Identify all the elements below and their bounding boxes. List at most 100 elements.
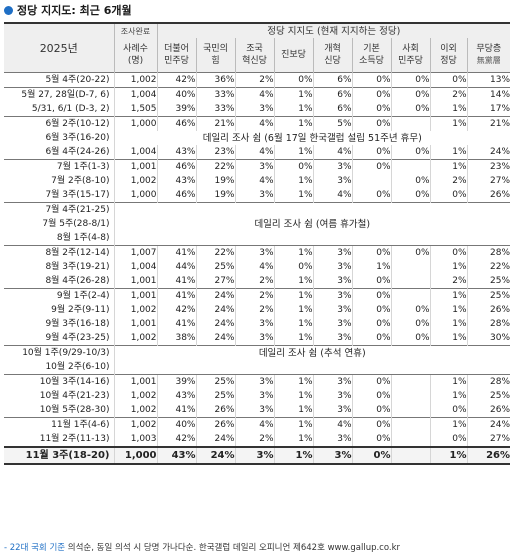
row-value	[390, 446, 430, 465]
table-row: 6월 2주(10-12) 1,000 46% 21% 4% 1% 5% 0% 1% 21%	[4, 116, 511, 131]
row-value	[390, 389, 430, 403]
row-value: 41%	[156, 288, 196, 303]
row-value: 0%	[390, 145, 430, 160]
row-value: 3%	[312, 389, 352, 403]
row-value: 0%	[429, 245, 467, 260]
row-value: 3%	[234, 374, 274, 389]
row-value: 28%	[466, 317, 511, 331]
row-value: 40%	[156, 417, 196, 432]
row-period: 6월 3주(16-20)	[45, 132, 110, 143]
header-party: 국민의 힘	[195, 38, 235, 73]
row-value	[351, 174, 391, 188]
row-value: 3%	[234, 331, 274, 346]
row-value: 21%	[195, 116, 235, 131]
row-period: 10월 5주(28-30)	[39, 404, 110, 415]
row-value: 0%	[390, 245, 430, 260]
table-row: 9월 2주(9-11) 1,002 42% 24% 2% 1% 3% 0% 0% 1% 26%	[4, 303, 511, 317]
row-value: 26%	[195, 417, 235, 432]
footnote-lead: - 22대 국회 기준	[4, 543, 66, 553]
row-value: 4%	[234, 116, 274, 131]
header-period: 2025년	[4, 22, 114, 73]
row-value: 1%	[273, 288, 313, 303]
row-value: 1%	[429, 303, 467, 317]
row-value: 27%	[466, 174, 511, 188]
row-value: 0%	[429, 432, 467, 447]
row-value: 1%	[273, 417, 313, 432]
row-value: 1%	[273, 331, 313, 346]
row-value: 0%	[429, 403, 467, 418]
row-value: 5%	[312, 116, 352, 131]
row-period: 6월 4주(24-26)	[45, 146, 110, 157]
row-note: 데일리 조사 쉼 (여름 휴가철)	[113, 217, 511, 231]
row-value: 24%	[195, 331, 235, 346]
table-row: 7월 5주(28-8/1) 데일리 조사 쉼 (여름 휴가철)	[4, 217, 511, 231]
row-value: 19%	[195, 174, 235, 188]
row-period: 7월 5주(28-8/1)	[42, 218, 110, 229]
row-value: 33%	[195, 87, 235, 102]
row-value: 27%	[466, 432, 511, 447]
row-sample: 1,003	[113, 432, 157, 447]
row-value: 33%	[195, 102, 235, 117]
row-value: 4%	[234, 174, 274, 188]
row-value: 25%	[466, 274, 511, 289]
row-sample: 1,001	[113, 274, 157, 289]
row-value: 3%	[312, 245, 352, 260]
row-sample: 1,004	[113, 145, 157, 160]
table-row: 7월 2주(8-10) 1,002 43% 19% 4% 1% 3% 0% 2% 27%	[4, 174, 511, 188]
row-value: 0%	[351, 116, 391, 131]
row-value: 0%	[351, 303, 391, 317]
row-value: 1%	[273, 116, 313, 131]
row-value: 3%	[312, 403, 352, 418]
row-sample: 1,001	[113, 288, 157, 303]
header-none: 무당층 無黨層	[466, 38, 511, 73]
row-period: 9월 3주(16-18)	[45, 318, 110, 329]
row-value: 42%	[156, 72, 196, 88]
row-value: 24%	[195, 432, 235, 447]
row-value: 26%	[466, 188, 511, 203]
header-party: 더불어 민주당	[156, 38, 196, 73]
row-value: 0%	[390, 87, 430, 102]
table-row: 8월 3주(19-21) 1,004 44% 25% 4% 0% 3% 1% 1% 22%	[4, 260, 511, 274]
row-value: 3%	[234, 317, 274, 331]
row-value: 42%	[156, 432, 196, 447]
row-value: 13%	[466, 72, 511, 88]
row-value: 3%	[312, 331, 352, 346]
row-value: 40%	[156, 87, 196, 102]
row-sample: 1,002	[113, 389, 157, 403]
footnote: - 22대 국회 기준 의석순, 동일 의석 시 당명 가나다순. 한국갤럽 데…	[4, 541, 400, 553]
row-value: 6%	[312, 87, 352, 102]
row-value: 0%	[351, 389, 391, 403]
table-row: 5/31, 6/1 (D-3, 2) 1,505 39% 33% 3% 1% 6% 0% 0% 1…	[4, 102, 511, 117]
row-value: 0%	[351, 403, 391, 418]
row-value	[390, 116, 430, 131]
row-value: 4%	[234, 417, 274, 432]
row-sample: 1,002	[113, 403, 157, 418]
row-value: 0%	[390, 331, 430, 346]
row-value: 25%	[466, 389, 511, 403]
row-value	[390, 403, 430, 418]
row-period: 11월 2주(11-13)	[39, 433, 110, 444]
row-value: 6%	[312, 102, 352, 117]
row-value: 1%	[273, 87, 313, 102]
row-value: 1%	[429, 159, 467, 174]
row-value: 25%	[195, 260, 235, 274]
row-value: 0%	[351, 245, 391, 260]
row-value: 4%	[312, 188, 352, 203]
row-value: 3%	[234, 159, 274, 174]
table-row: 7월 4주(21-25)	[4, 202, 511, 217]
row-value: 1%	[429, 260, 467, 274]
row-value: 24%	[195, 303, 235, 317]
row-value: 1%	[273, 188, 313, 203]
row-value: 41%	[156, 245, 196, 260]
row-value: 26%	[195, 403, 235, 418]
row-value: 1%	[429, 102, 467, 117]
row-note: 데일리 조사 쉼 (6월 17일 한국갤럽 설립 51주년 휴무)	[113, 131, 511, 145]
page-title: 정당 지지도: 최근 6개월	[4, 2, 132, 18]
row-value: 25%	[195, 389, 235, 403]
row-value: 3%	[312, 446, 352, 465]
row-sample: 1,002	[113, 303, 157, 317]
row-value: 3%	[312, 260, 352, 274]
header-none-sub: 無黨層	[476, 56, 501, 65]
row-period: 10월 2주(6-10)	[45, 361, 110, 372]
header-party: 조국 혁신당	[234, 38, 274, 73]
